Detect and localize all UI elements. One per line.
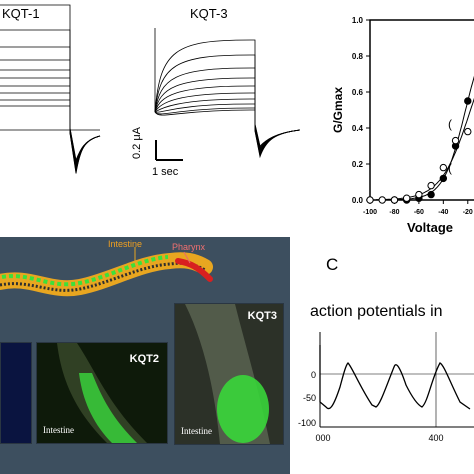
gv-ylabel: G/Gmax — [331, 87, 345, 133]
worm-diagram: Intestine Pharynx — [0, 239, 213, 297]
panel-c-title: action potentials in — [310, 303, 443, 320]
gv-xtick-label: -60 — [414, 209, 424, 216]
gv-point-open — [390, 196, 399, 204]
kqt3-trace — [154, 109, 300, 159]
gv-point-open — [378, 196, 386, 204]
gv-fit-curve — [376, 75, 474, 201]
gv-ytick-label: 0.4 — [352, 124, 364, 133]
gv-ytick-label: 0.2 — [352, 160, 364, 169]
gv-ytick-label: 0.0 — [352, 196, 364, 205]
gv-point-open — [427, 181, 435, 190]
kqt1-trace — [0, 92, 101, 171]
current-traces-panel: KQT-1 KQT-3 0.2 μA 1 sec — [0, 4, 300, 178]
kqt1-trace — [0, 69, 101, 167]
expression-panel: Intestine Pharynx KQT2 Intestine KQT3 In… — [0, 237, 290, 474]
gv-xtick-label: -20 — [463, 209, 473, 216]
panel-c-letter: C — [326, 255, 338, 274]
gv-data-points — [366, 97, 472, 204]
worm-pharynx — [175, 258, 213, 282]
ap-xtick-0: 000 — [315, 433, 330, 443]
ap-ytick-0: 0 — [311, 370, 316, 380]
gv-plot: G/Gmax Voltage 0.0 0.2 0.4 0.6 0.8 1.0 -100 -8… — [331, 16, 474, 235]
gv-point-filled — [427, 190, 435, 199]
kqt3-micrograph: KQT3 Intestine — [174, 303, 284, 445]
worm-intestine-body — [0, 252, 213, 297]
kqt1-trace — [0, 59, 101, 165]
kqt3-current-traces — [154, 28, 300, 159]
kqt2-label: KQT2 — [129, 353, 159, 365]
gv-yticks: 0.0 0.2 0.4 0.6 0.8 1.0 — [352, 16, 370, 205]
gv-point-open — [439, 163, 448, 172]
gv-point-filled — [464, 97, 472, 105]
scale-bar — [155, 140, 183, 161]
gv-ytick-label: 0.6 — [352, 88, 364, 97]
gv-point-open — [415, 190, 423, 199]
gv-point-open — [451, 136, 460, 145]
gv-fit-curve — [376, 97, 474, 201]
gv-side-label-1: ( — [448, 117, 452, 131]
action-potential-panel: C action potentials in 0 -50 -100 000 40… — [298, 255, 474, 443]
kqt1-trace — [0, 77, 101, 168]
gv-point-open — [366, 196, 374, 204]
gv-plot-frame — [369, 19, 474, 201]
gv-point-filled — [439, 174, 448, 183]
kqt3-trace — [154, 98, 300, 155]
pharynx-label: Pharynx — [172, 242, 206, 252]
scale-current-label: 0.2 μA — [131, 126, 143, 159]
kqt1-label: KQT-1 — [2, 6, 40, 21]
kqt3-trace — [154, 103, 300, 156]
kqt1-current-traces — [0, 4, 101, 174]
kqt3-label: KQT3 — [247, 310, 277, 322]
ap-ytick-2: -100 — [298, 418, 316, 428]
intestine-label: Intestine — [108, 239, 142, 249]
gv-xtick-label: -40 — [438, 209, 448, 216]
gv-side-label-2: ( — [448, 161, 452, 175]
gv-xtick-label: -80 — [389, 209, 399, 216]
gv-ytick-label: 0.8 — [352, 52, 364, 61]
gv-fit-curves — [376, 75, 474, 201]
kqt3-trace — [154, 85, 300, 152]
kqt1-trace — [0, 85, 101, 170]
gv-point-open — [464, 127, 472, 136]
kqt1-trace — [0, 29, 101, 164]
kqt1-trace — [0, 105, 101, 174]
gv-ytick-label: 1.0 — [352, 16, 364, 25]
kqt1-trace — [0, 99, 101, 173]
kqt2-micrograph: KQT2 Intestine — [36, 342, 168, 444]
ap-xtick-1: 400 — [428, 433, 443, 443]
gv-point-open — [402, 194, 411, 202]
ap-ytick-1: -50 — [303, 393, 316, 403]
gv-xtick-label: -100 — [363, 209, 377, 216]
kqt1-trace — [0, 4, 101, 162]
kqt3-trace — [154, 107, 300, 158]
kqt3-intestine-label: Intestine — [181, 426, 212, 436]
kqt3-trace — [154, 92, 300, 154]
worm-outline — [0, 261, 206, 292]
worm-gfp-stripe — [1, 255, 169, 287]
pharynx-pointer — [183, 251, 191, 264]
ap-trace — [319, 345, 471, 410]
kqt3-label: KQT-3 — [190, 6, 228, 21]
kqt1-micrograph — [0, 342, 32, 444]
gv-xlabel: Voltage — [407, 220, 453, 235]
kqt2-intestine-label: Intestine — [43, 425, 74, 435]
scale-time-label: 1 sec — [152, 166, 179, 178]
